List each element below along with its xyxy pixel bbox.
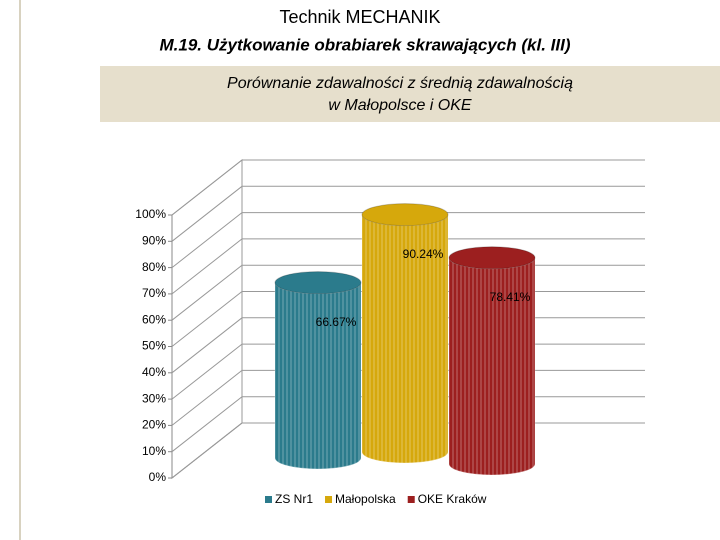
legend-label: OKE Kraków	[418, 492, 487, 506]
y-tick-label: 60%	[142, 312, 166, 326]
data-label: 78.41%	[490, 290, 531, 304]
chart-title: w Małopolsce i OKE	[328, 97, 471, 114]
y-tick-label: 30%	[142, 391, 166, 405]
cylinder	[274, 282, 362, 470]
y-tick-label: 100%	[135, 207, 166, 221]
grid-line	[171, 238, 645, 295]
y-tick-label: 0%	[149, 470, 167, 484]
y-tick-label: 40%	[142, 365, 166, 379]
cylinder-top	[274, 271, 362, 295]
y-tick-label: 70%	[142, 286, 166, 300]
cylinder-top	[361, 203, 449, 227]
data-label: 90.24%	[403, 247, 444, 261]
slide-subtitle: M.19. Użytkowanie obrabiarek skrawającyc…	[159, 35, 570, 54]
y-tick-label: 90%	[142, 233, 166, 247]
data-label: 66.67%	[316, 315, 357, 329]
title-band	[100, 66, 720, 122]
cylinder-top	[448, 246, 536, 270]
grid-line	[171, 212, 645, 268]
grid-line	[171, 185, 645, 242]
y-tick-label: 20%	[142, 418, 166, 432]
y-tick-label: 50%	[142, 339, 166, 353]
legend-swatch	[325, 496, 333, 503]
legend-swatch	[407, 496, 415, 503]
slide-title: Technik MECHANIK	[279, 7, 440, 27]
y-tick-label: 10%	[142, 444, 166, 458]
legend-label: ZS Nr1	[275, 492, 313, 506]
legend-swatch	[265, 496, 272, 503]
legend-label: Małopolska	[335, 492, 396, 506]
chart-title: Porównanie zdawalności z średnią zdawaln…	[227, 75, 573, 92]
y-tick-label: 80%	[142, 260, 166, 274]
grid-line	[171, 159, 645, 216]
